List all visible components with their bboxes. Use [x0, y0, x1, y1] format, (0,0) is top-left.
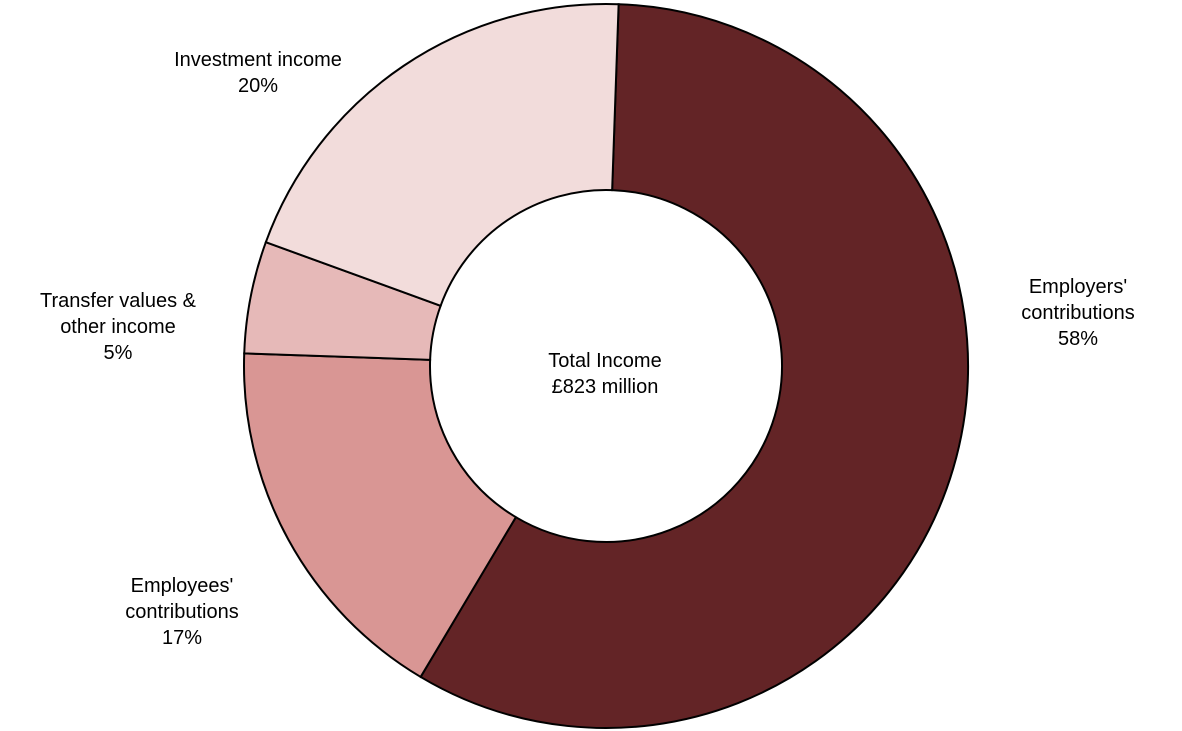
slice-value-label: 17%: [161, 627, 203, 649]
slice-value-label: 5%: [103, 342, 133, 364]
slices-group: [243, 3, 969, 729]
slice-label-investment-income: Investment income 20%: [128, 47, 388, 99]
slice-label-line: contributions: [1021, 302, 1135, 324]
slice-label-line: contributions: [125, 601, 239, 623]
slice-label-employers-contributions: Employers' contributions 58%: [948, 274, 1182, 352]
slice-value-label: 20%: [237, 75, 279, 97]
slice-label-employees-contributions: Employees' contributions 17%: [52, 573, 312, 651]
center-label-total: £823 million: [551, 376, 659, 398]
center-label-title: Total Income: [548, 350, 662, 372]
slice-label-line: Investment income: [174, 49, 342, 71]
donut-slice-0: [419, 3, 969, 729]
slice-label-transfer-values: Transfer values & other income 5%: [0, 288, 248, 366]
slice-label-line: Employees': [130, 575, 234, 597]
donut-slice-1: [243, 352, 518, 679]
slice-label-line: Transfer values &: [40, 290, 196, 312]
slice-label-line: other income: [60, 316, 176, 338]
center-label: Total Income £823 million: [475, 348, 735, 400]
donut-slice-3: [264, 3, 620, 308]
slice-label-line: Employers': [1028, 276, 1128, 298]
slice-value-label: 58%: [1057, 328, 1099, 350]
